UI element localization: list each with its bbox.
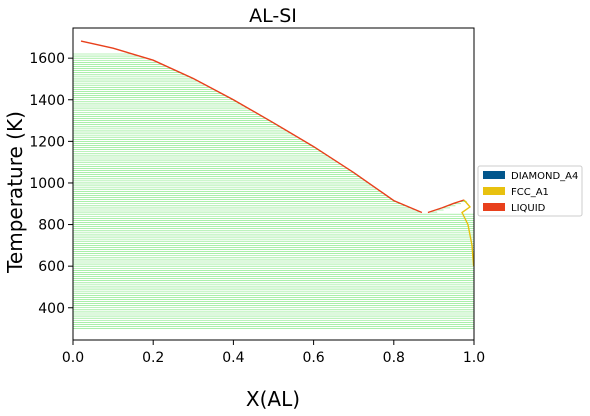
legend-label-diamond-a4: DIAMOND_A4	[511, 171, 578, 182]
y-tick-label: 1200	[29, 134, 65, 150]
x-tick-label: 0.0	[62, 350, 84, 366]
phase-boundaries	[80, 40, 475, 267]
x-tick-label: 0.4	[222, 350, 244, 366]
x-axis-label: X(AL)	[246, 387, 300, 411]
y-axis-label: Temperature (K)	[3, 111, 27, 274]
legend-swatch-diamond-a4	[483, 171, 505, 179]
plot-frame	[72, 27, 475, 341]
liquidus-al-line	[427, 199, 465, 214]
liquidus-si-line	[80, 40, 423, 214]
y-tick-label: 400	[38, 301, 65, 317]
legend-swatch-fcc-a1	[483, 187, 505, 195]
x-tick-label: 1.0	[463, 350, 485, 366]
x-axis-ticks: 0.0 0.2 0.4 0.6 0.8 1.0	[62, 340, 485, 366]
y-tick-label: 600	[38, 259, 65, 275]
x-tick-label: 0.2	[142, 350, 164, 366]
legend-label-fcc-a1: FCC_A1	[511, 187, 549, 198]
fcc-solvus-line	[461, 199, 475, 267]
y-tick-label: 1000	[29, 176, 65, 192]
legend-swatch-liquid	[483, 203, 505, 211]
x-tick-label: 0.8	[383, 350, 405, 366]
y-axis-ticks: 400 600 800 1000 1200 1400 1600	[29, 51, 73, 317]
x-tick-label: 0.6	[302, 350, 324, 366]
y-tick-label: 1600	[29, 51, 65, 67]
legend-label-liquid: LIQUID	[511, 203, 546, 214]
y-tick-label: 800	[38, 218, 65, 234]
plot-area	[73, 28, 474, 340]
tie-lines	[73, 53, 474, 329]
chart-title: AL-SI	[249, 5, 297, 27]
y-tick-label: 1400	[29, 93, 65, 109]
legend: DIAMOND_A4 FCC_A1 LIQUID	[477, 165, 583, 217]
